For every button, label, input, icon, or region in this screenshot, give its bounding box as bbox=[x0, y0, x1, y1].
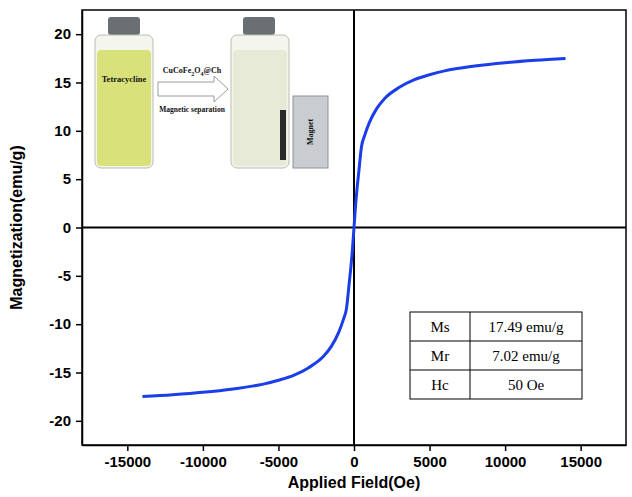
y-tick-mark bbox=[76, 421, 82, 423]
x-tick-label: -10000 bbox=[180, 453, 227, 470]
y-tick-mark bbox=[76, 372, 82, 374]
x-tick: -10000 bbox=[180, 445, 227, 470]
y-tick-mark bbox=[76, 131, 82, 133]
x-tick-label: 0 bbox=[350, 453, 358, 470]
inset-label: CuCoFe2O4@Ch bbox=[163, 66, 222, 77]
y-tick-label: 10 bbox=[54, 122, 71, 139]
x-tick-label: 15000 bbox=[560, 453, 602, 470]
x-tick: 10000 bbox=[485, 445, 527, 470]
y-tick: -5 bbox=[58, 267, 82, 284]
x-axis-title: Applied Field(Oe) bbox=[288, 474, 420, 491]
y-tick-mark bbox=[76, 227, 82, 229]
table-cell: Ms bbox=[430, 319, 449, 335]
inset-label: Magnet bbox=[306, 119, 315, 146]
y-tick-mark bbox=[76, 276, 82, 278]
table-cell: 50 Oe bbox=[508, 377, 545, 393]
property-table: Ms 17.49 emu/g Mr 7.02 emu/g Hc 50 Oe bbox=[410, 312, 582, 399]
x-tick: 5000 bbox=[413, 445, 446, 470]
x-tick-mark bbox=[429, 445, 431, 451]
y-tick-mark bbox=[76, 179, 82, 181]
x-tick-mark bbox=[203, 445, 205, 451]
bottle-glass bbox=[231, 35, 289, 168]
x-tick-mark bbox=[354, 445, 356, 451]
y-tick: -15 bbox=[49, 364, 82, 381]
magnetic-particles bbox=[280, 110, 286, 160]
chart: -15000 -10000 -5000 0 5000 10000 15000 -20 -15 -1… bbox=[0, 0, 632, 497]
y-tick-label: -15 bbox=[49, 364, 71, 381]
x-tick-label: -5000 bbox=[260, 453, 298, 470]
bottle-cap bbox=[108, 17, 140, 35]
bottle-glass bbox=[95, 35, 153, 168]
y-axis: -20 -15 -10 -5 0 5 10 15 20 bbox=[49, 11, 82, 446]
y-tick: 20 bbox=[54, 25, 82, 42]
y-tick: 5 bbox=[63, 170, 82, 187]
x-tick-mark bbox=[127, 445, 129, 451]
x-tick-mark bbox=[505, 445, 507, 451]
table-cell: Hc bbox=[431, 377, 449, 393]
x-tick-mark bbox=[580, 445, 582, 451]
y-tick: 10 bbox=[54, 122, 82, 139]
y-tick-mark bbox=[76, 34, 82, 36]
inset-label: Tetracycline bbox=[102, 74, 147, 84]
x-tick: -15000 bbox=[104, 445, 151, 470]
y-tick-label: -20 bbox=[49, 412, 71, 429]
y-tick-label: 5 bbox=[63, 170, 71, 187]
y-tick-label: 15 bbox=[54, 74, 71, 91]
x-tick-mark bbox=[278, 445, 280, 451]
x-tick: 15000 bbox=[560, 445, 602, 470]
table-border bbox=[410, 312, 582, 399]
x-tick-label: -15000 bbox=[104, 453, 151, 470]
table-cell: Mr bbox=[431, 348, 449, 364]
table-row-line bbox=[410, 370, 582, 371]
inset-label: Magnetic separation bbox=[159, 105, 225, 114]
y-tick-label: -10 bbox=[49, 315, 71, 332]
y-tick: -10 bbox=[49, 315, 82, 332]
y-tick-label: 0 bbox=[63, 219, 71, 236]
x-tick: 0 bbox=[350, 445, 358, 470]
table-cell: 7.02 emu/g bbox=[492, 348, 560, 364]
arrow bbox=[158, 76, 228, 102]
x-tick-label: 5000 bbox=[413, 453, 446, 470]
y-tick-mark bbox=[76, 324, 82, 326]
x-axis: -15000 -10000 -5000 0 5000 10000 15000 bbox=[83, 445, 627, 470]
magnet bbox=[293, 96, 328, 168]
x-tick: -5000 bbox=[260, 445, 298, 470]
y-tick: 15 bbox=[54, 74, 82, 91]
bottle-cap bbox=[243, 17, 275, 35]
plot-frame bbox=[82, 10, 626, 445]
bottle-liquid bbox=[233, 50, 287, 166]
x-tick-label: 10000 bbox=[485, 453, 527, 470]
y-tick-label: 20 bbox=[54, 25, 71, 42]
y-tick-mark bbox=[76, 82, 82, 84]
y-tick-label: -5 bbox=[58, 267, 71, 284]
inset-photo: Tetracycline CuCoFe2O4@Ch Magnetic separat… bbox=[95, 17, 328, 168]
y-tick: 0 bbox=[63, 219, 82, 236]
table-cell: 17.49 emu/g bbox=[489, 319, 564, 335]
table-row-line bbox=[410, 341, 582, 342]
table-column-line bbox=[470, 312, 471, 399]
bottle-liquid bbox=[97, 50, 151, 166]
y-axis-title: Magnetization(emu/g) bbox=[8, 145, 25, 309]
y-tick: -20 bbox=[49, 412, 82, 429]
